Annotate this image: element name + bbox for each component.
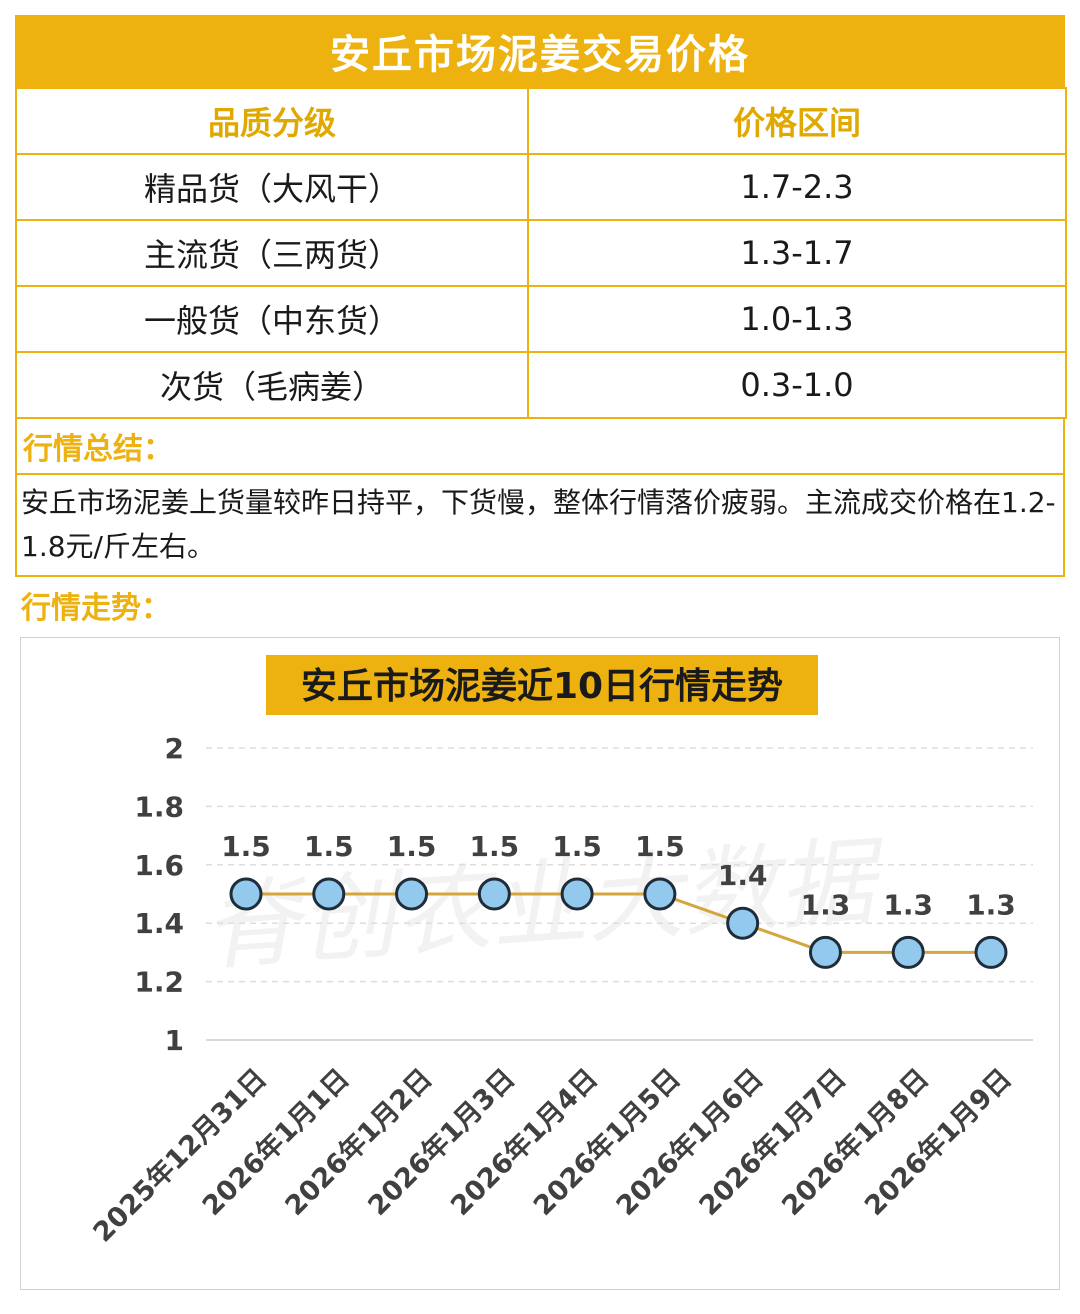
data-point	[477, 877, 511, 911]
data-label: 1.5	[221, 830, 271, 863]
series-line	[246, 892, 991, 954]
summary-label: 行情总结：	[23, 432, 173, 467]
data-label: 1.5	[304, 830, 354, 863]
data-label: 1.3	[883, 888, 933, 921]
chart-title: 安丘市场泥姜近10日行情走势	[301, 666, 783, 707]
x-tick-label: 2026年1月4日	[444, 1062, 604, 1222]
trend-header: 行情走势：	[15, 577, 1065, 633]
data-label: 1.5	[552, 830, 602, 863]
data-label: 1.5	[635, 830, 685, 863]
table-header-row: 品质分级 价格区间	[15, 87, 1067, 155]
grade-cell: 一般货（中东货）	[15, 285, 529, 353]
price-sheet: 安丘市场泥姜交易价格 品质分级 价格区间 精品货（大风干） 1.7-2.3 主流…	[15, 15, 1067, 633]
x-tick-label: 2026年1月6日	[610, 1062, 770, 1222]
y-tick-label: 1.2	[134, 966, 184, 999]
grade-cell: 次货（毛病姜）	[15, 351, 529, 419]
data-label: 1.5	[470, 830, 520, 863]
range-cell: 0.3-1.0	[527, 351, 1067, 419]
x-tick-label: 2026年1月7日	[693, 1062, 853, 1222]
table-row: 一般货（中东货） 1.0-1.3	[15, 285, 1067, 353]
data-point	[643, 877, 677, 911]
header-grade: 品质分级	[15, 87, 529, 155]
table-row: 主流货（三两货） 1.3-1.7	[15, 219, 1067, 287]
data-point	[726, 906, 760, 940]
grade-cell: 主流货（三两货）	[15, 219, 529, 287]
page-title: 安丘市场泥姜交易价格	[15, 15, 1065, 87]
trend-chart: 脊创农业大数据 安丘市场泥姜近10日行情走势 1 1.2 1.4 1.6 1.8 2 1.…	[20, 637, 1060, 1290]
trend-label: 行情走势：	[21, 591, 171, 626]
data-label: 1.3	[966, 888, 1016, 921]
data-point	[560, 877, 594, 911]
range-cell: 1.3-1.7	[527, 219, 1067, 287]
data-point	[395, 877, 429, 911]
x-tick-label: 2026年1月1日	[196, 1062, 356, 1222]
range-cell: 1.0-1.3	[527, 285, 1067, 353]
summary-text: 安丘市场泥姜上货量较昨日持平，下货慢，整体行情落价疲弱。主流成交价格在1.2-1…	[15, 473, 1065, 577]
x-tick-label: 2026年1月9日	[858, 1062, 1018, 1222]
y-tick-label: 2	[165, 732, 184, 765]
data-label: 1.5	[387, 830, 437, 863]
data-point	[229, 877, 263, 911]
data-point	[891, 935, 925, 969]
data-label: 1.3	[801, 888, 851, 921]
y-tick-label: 1.8	[134, 790, 184, 823]
table-row: 精品货（大风干） 1.7-2.3	[15, 153, 1067, 221]
data-label: 1.4	[718, 859, 768, 892]
data-point	[808, 935, 842, 969]
chart-title-background	[266, 655, 818, 715]
data-point	[974, 935, 1008, 969]
trend-chart-svg: 脊创农业大数据 安丘市场泥姜近10日行情走势 11.21.41.61.82 1.…	[87, 655, 1033, 1249]
y-tick-label: 1.6	[134, 849, 184, 882]
x-tick-label: 2026年1月8日	[776, 1062, 936, 1222]
price-table: 品质分级 价格区间 精品货（大风干） 1.7-2.3 主流货（三两货） 1.3-…	[15, 87, 1067, 419]
y-tick-label: 1	[165, 1024, 184, 1057]
data-point	[312, 877, 346, 911]
x-tick-label: 2026年1月2日	[279, 1062, 439, 1222]
summary-header: 行情总结：	[15, 419, 1065, 473]
x-tick-label: 2026年1月3日	[362, 1062, 522, 1222]
range-cell: 1.7-2.3	[527, 153, 1067, 221]
grade-cell: 精品货（大风干）	[15, 153, 529, 221]
y-tick-label: 1.4	[134, 907, 184, 940]
table-row: 次货（毛病姜） 0.3-1.0	[15, 351, 1067, 419]
x-tick-label: 2026年1月5日	[527, 1062, 687, 1222]
header-range: 价格区间	[527, 87, 1067, 155]
